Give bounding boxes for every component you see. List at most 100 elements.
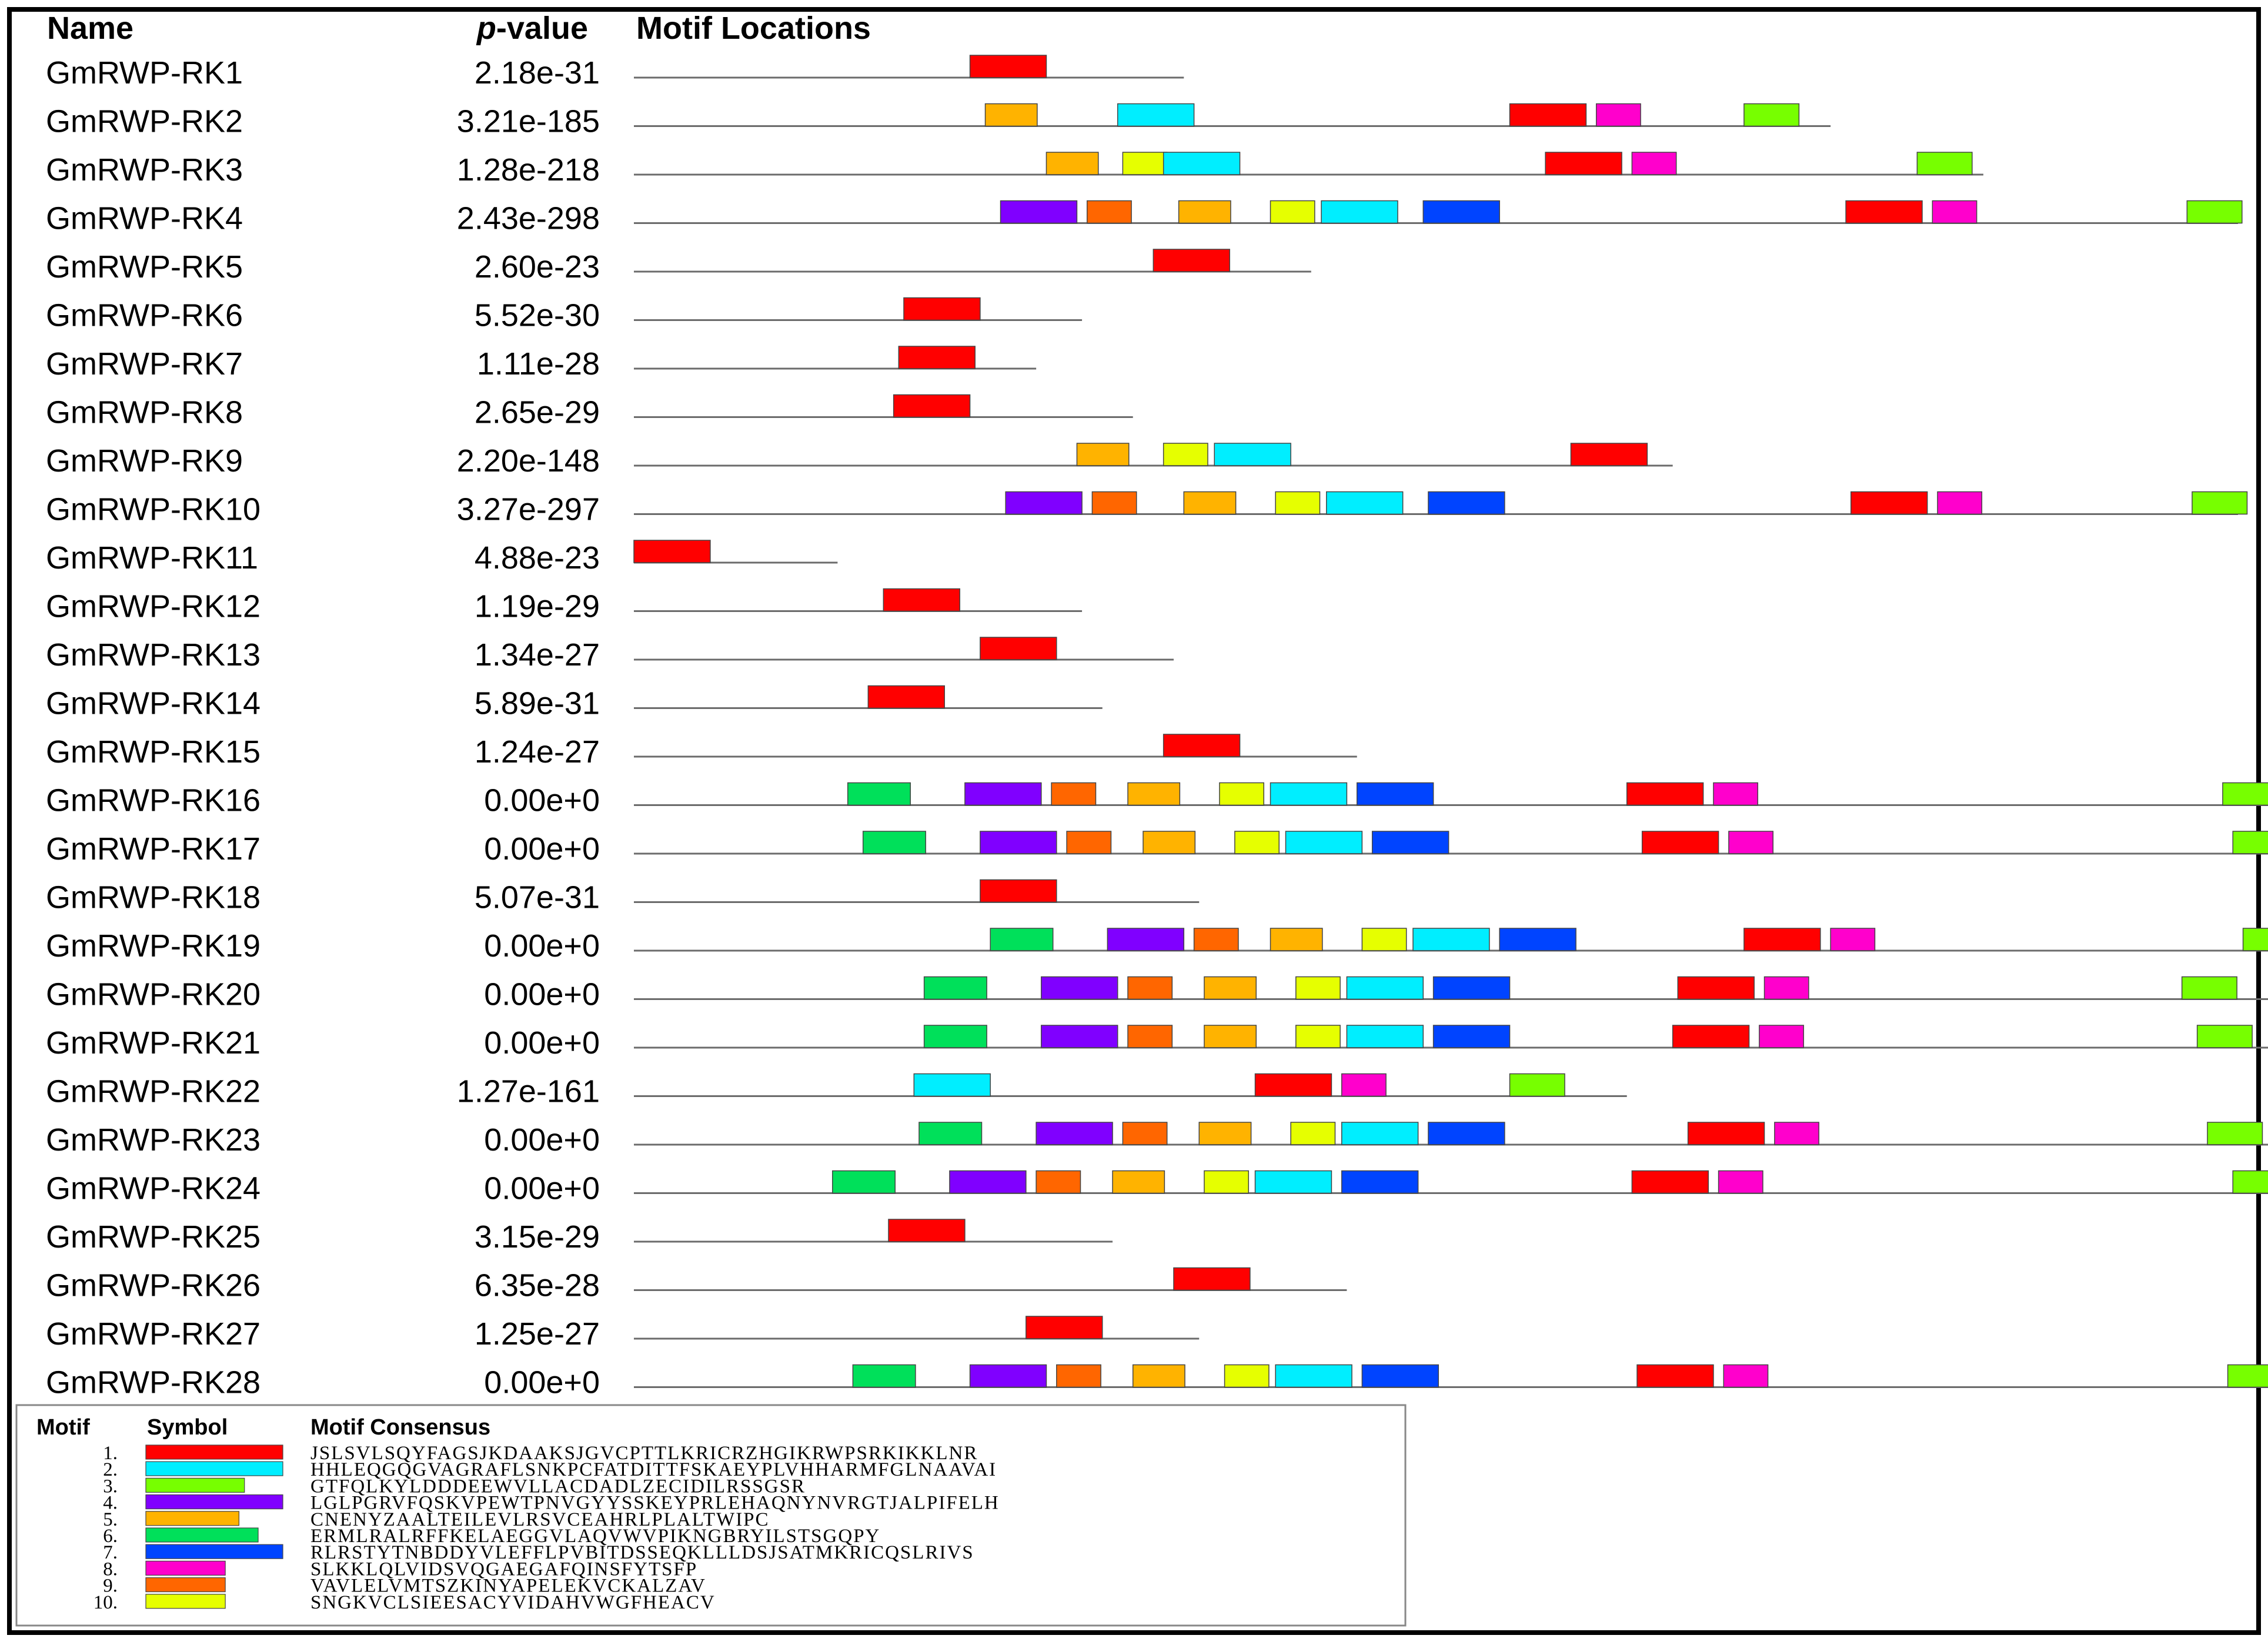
motif-8-site: [1759, 1025, 1804, 1048]
motif-1-site: [1254, 1073, 1332, 1097]
motif-8-site: [1723, 1364, 1769, 1388]
motif-1-site: [1026, 1316, 1103, 1339]
motif-3-site: [2242, 928, 2268, 951]
legend-symbol-4: [145, 1494, 283, 1510]
sequence-name: GmRWP-RK25: [46, 1219, 260, 1255]
header-motif-locations: Motif Locations: [636, 11, 871, 46]
legend-row: 5. CNENYZAALTEILEVLRSVCEAHRLPLALTWIPC: [103, 1509, 770, 1530]
motif-3-site: [2181, 976, 2237, 1000]
sequence-name: GmRWP-RK6: [46, 298, 243, 333]
motif-2-site: [1214, 443, 1291, 466]
sequence-name: GmRWP-RK26: [46, 1268, 260, 1303]
sequence-row: GmRWP-RK19 0.00e+0: [46, 928, 2268, 964]
motif-2-site: [1285, 831, 1363, 854]
motif-1-site: [898, 346, 976, 369]
motif-3-site: [2227, 1364, 2268, 1388]
motif-7-site: [1371, 831, 1449, 854]
sequence-name: GmRWP-RK14: [46, 686, 260, 721]
motif-1-site: [1687, 1122, 1765, 1145]
sequence-name: GmRWP-RK1: [46, 55, 243, 91]
motif-1-site: [883, 588, 960, 612]
sequence-name: GmRWP-RK19: [46, 928, 260, 964]
sequence-row: GmRWP-RK17 0.00e+0: [46, 831, 2268, 867]
motif-4-site: [1041, 976, 1118, 1000]
motif-1-site: [1677, 976, 1755, 1000]
legend-consensus: GTFQLKYLDDDEEWVLLACDADLZECIDILRSSGSR: [310, 1476, 806, 1497]
motif-1-site: [1641, 831, 1719, 854]
legend-consensus: RLRSTYTNBDDYVLEFFLPVBITDSSEQKLLLDSJSATMK…: [310, 1542, 974, 1563]
motif-10-site: [1122, 152, 1168, 175]
sequence-name: GmRWP-RK10: [46, 492, 260, 527]
legend-symbol-2: [145, 1461, 283, 1476]
motif-5-site: [1046, 152, 1099, 175]
sequence-name: GmRWP-RK7: [46, 346, 243, 382]
motif-9-site: [1086, 200, 1132, 224]
sequence-row: GmRWP-RK4 2.43e-298: [46, 200, 2243, 236]
motif-7-site: [1361, 1364, 1439, 1388]
figure-frame: [7, 7, 2261, 1635]
legend-motif-number: 1.: [103, 1443, 118, 1464]
legend-row: 6. ERMLRALRFFKELAEGGVLAQVWVPIKNGBRYILSTSG…: [103, 1526, 879, 1547]
motif-2-site: [1270, 782, 1348, 806]
legend-motif-number: 5.: [103, 1509, 118, 1530]
sequence-row: GmRWP-RK8 2.65e-29: [46, 394, 1133, 430]
legend-consensus: SLKKLQLVIDSVQGAEGAFQINSFYTSFP: [310, 1559, 697, 1580]
motif-1-site: [980, 637, 1057, 660]
legend-symbol-10: [145, 1594, 226, 1609]
sequence-row: GmRWP-RK12 1.19e-29: [46, 588, 1083, 624]
motif-5-site: [1112, 1170, 1165, 1194]
sequence-row: GmRWP-RK9 2.20e-148: [46, 443, 1673, 479]
sequence-row: GmRWP-RK2 3.21e-185: [46, 103, 1831, 139]
legend-motif-number: 6.: [103, 1526, 118, 1547]
motif-3-site: [2196, 1025, 2253, 1048]
header-pvalue-suffix: -value: [496, 11, 588, 46]
sequence-pvalue: 2.18e-31: [475, 55, 600, 91]
header-pvalue: p-value: [476, 11, 588, 46]
motif-6-site: [918, 1122, 983, 1145]
motif-10-site: [1295, 976, 1341, 1000]
motif-1-site: [1153, 249, 1230, 272]
sequence-row: GmRWP-RK21 0.00e+0: [46, 1025, 2268, 1061]
sequence-name: GmRWP-RK20: [46, 977, 260, 1012]
sequence-pvalue: 1.24e-27: [475, 734, 600, 770]
legend-consensus: VAVLELVMTSZKINYAPELEKVCKALZAV: [310, 1576, 706, 1597]
motif-1-site: [867, 685, 946, 709]
legend-symbol-1: [145, 1444, 283, 1460]
motif-2-site: [1163, 152, 1241, 175]
motif-5-site: [1270, 928, 1323, 951]
motif-1-site: [1636, 1364, 1714, 1388]
motif-2-site: [913, 1073, 991, 1097]
motif-6-site: [847, 782, 911, 806]
legend-rows: 1. JSLSVLSQYFAGSJKDAAKSJGVCPTTLKRICRZHGIK…: [93, 1443, 998, 1613]
sequence-pvalue: 2.43e-298: [457, 201, 600, 236]
legend-motif-number: 2.: [103, 1459, 118, 1480]
motif-1-site: [1672, 1025, 1750, 1048]
sequence-pvalue: 5.52e-30: [475, 298, 600, 333]
motif-10-site: [1361, 928, 1407, 951]
sequence-name: GmRWP-RK17: [46, 831, 260, 867]
motif-8-site: [1774, 1122, 1819, 1145]
sequence-row: GmRWP-RK3 1.28e-218: [46, 152, 1983, 188]
motif-8-site: [1932, 200, 1978, 224]
motif-5-site: [1204, 1025, 1257, 1048]
sequence-pvalue: 5.89e-31: [475, 686, 600, 721]
motif-8-site: [1631, 152, 1677, 175]
sequence-pvalue: 6.35e-28: [475, 1268, 600, 1303]
sequence-name: GmRWP-RK13: [46, 637, 260, 673]
header-pvalue-p: p: [476, 11, 496, 46]
motif-4-site: [980, 831, 1057, 854]
legend-motif-number: 7.: [103, 1542, 118, 1563]
motif-1-site: [1163, 734, 1241, 757]
legend-motif-number: 9.: [103, 1576, 118, 1597]
legend-consensus: CNENYZAALTEILEVLRSVCEAHRLPLALTWIPC: [310, 1509, 770, 1530]
legend-header-symbol: Symbol: [147, 1415, 228, 1440]
motif-8-site: [1595, 103, 1641, 127]
sequence-row: GmRWP-RK28 0.00e+0: [46, 1364, 2268, 1400]
legend-consensus: SNGKVCLSIEESACYVIDAHVWGFHEACV: [310, 1592, 716, 1613]
sequence-pvalue: 5.07e-31: [475, 880, 600, 915]
motif-4-site: [1036, 1122, 1113, 1145]
sequence-row: GmRWP-RK20 0.00e+0: [46, 976, 2268, 1012]
motif-2-site: [1346, 976, 1424, 1000]
sequence-name: GmRWP-RK28: [46, 1365, 260, 1400]
legend-symbol-7: [145, 1544, 283, 1559]
